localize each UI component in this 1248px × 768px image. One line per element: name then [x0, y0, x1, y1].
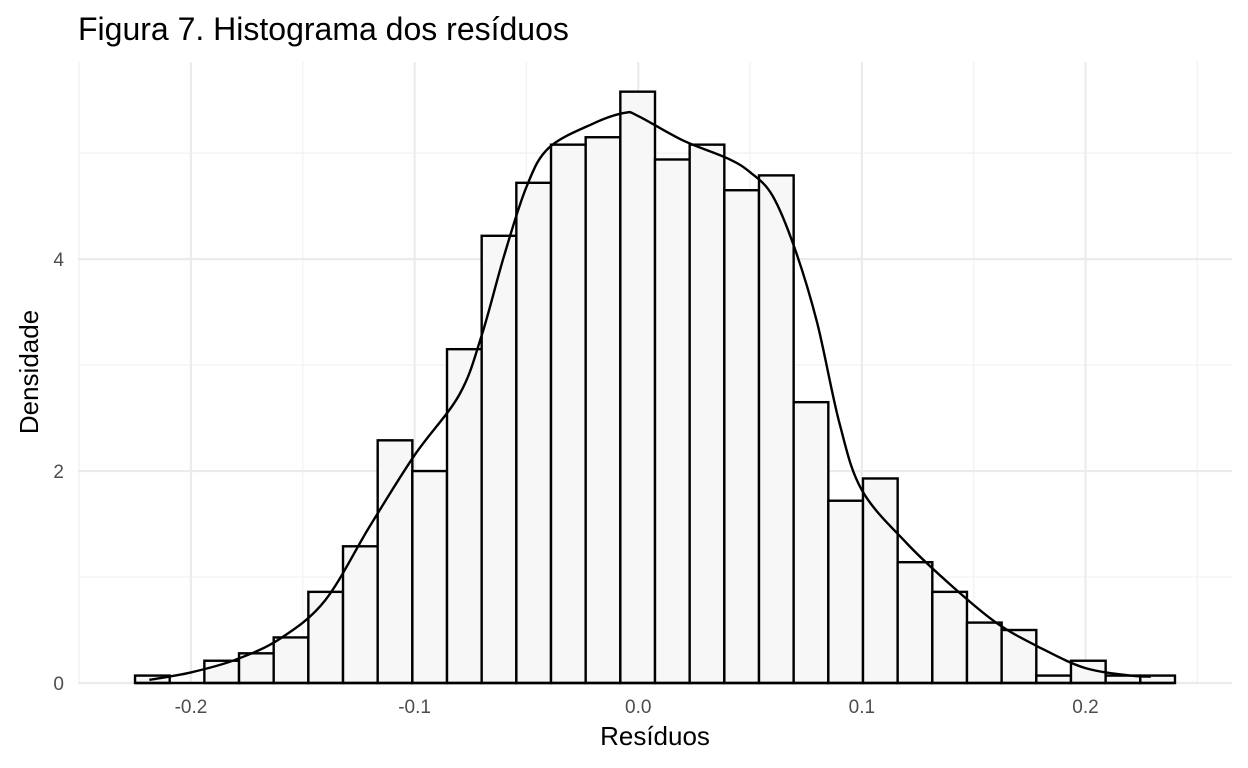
- x-tick-label: -0.2: [175, 697, 208, 718]
- x-axis-title: Resíduos: [600, 721, 710, 751]
- y-tick-label: 2: [53, 462, 64, 483]
- histogram-bar: [723, 189, 761, 685]
- x-tick-label: -0.1: [398, 697, 431, 718]
- x-tick-label: 0.1: [849, 697, 875, 718]
- histogram-bar: [307, 590, 345, 685]
- y-axis-ticks: 0 2 4: [53, 250, 64, 695]
- histogram-bar: [792, 400, 830, 685]
- histogram-bar: [272, 636, 310, 685]
- histogram-bar: [341, 545, 379, 685]
- density-curve: [149, 110, 1151, 682]
- y-axis-title: Densidade: [14, 310, 44, 434]
- histogram-bars: [133, 90, 1177, 685]
- histogram-bar: [757, 174, 795, 685]
- density-line-layer: [149, 110, 1151, 682]
- histogram-bar: [688, 143, 726, 685]
- histogram-bar: [376, 439, 414, 685]
- x-tick-label: 0.2: [1072, 697, 1098, 718]
- histogram-bar: [896, 560, 934, 685]
- histogram-bar: [445, 347, 483, 685]
- histogram-bar: [515, 181, 553, 685]
- histogram-bar: [965, 621, 1003, 685]
- chart-title: Figura 7. Histograma dos resíduos: [78, 11, 569, 47]
- histogram-bar: [237, 652, 275, 685]
- histogram-bar: [411, 469, 449, 685]
- y-tick-label: 4: [53, 250, 64, 271]
- histogram-bar: [1000, 628, 1038, 685]
- histogram-bar: [827, 499, 865, 685]
- histogram-bar: [549, 143, 587, 685]
- x-axis-ticks: -0.2 -0.1 0.0 0.1 0.2: [175, 697, 1099, 718]
- histogram-bar: [619, 90, 657, 685]
- histogram-bar: [584, 136, 622, 685]
- y-tick-label: 0: [53, 674, 64, 695]
- histogram-bar: [653, 158, 691, 685]
- histogram-bar: [931, 590, 969, 685]
- x-tick-label: 0.0: [625, 697, 651, 718]
- histogram-bar: [480, 234, 518, 685]
- histogram-bar: [861, 477, 899, 685]
